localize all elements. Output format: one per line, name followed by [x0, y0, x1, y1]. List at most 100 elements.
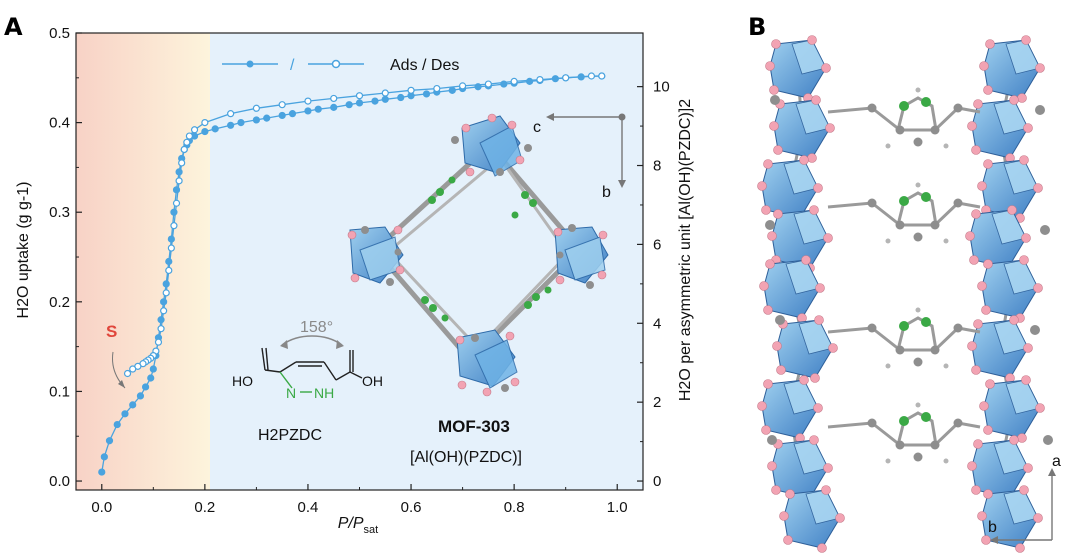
- oxygen-atom: [825, 123, 835, 133]
- ads-point-5: [129, 401, 137, 409]
- panel-b-axes-indicator: a b: [988, 453, 1061, 544]
- oxygen-atom: [771, 39, 781, 49]
- nitrogen-atom: [921, 317, 931, 327]
- oxygen-atom: [973, 99, 983, 109]
- right-octahedron-4: [977, 255, 1043, 323]
- oxygen-atom: [983, 259, 993, 269]
- oxygen-atom: [810, 373, 820, 383]
- ads-point-9: [149, 365, 157, 373]
- hydrogen-atom: [885, 143, 891, 149]
- right-octahedron-6: [979, 375, 1045, 443]
- x-tick-label-5: 1.0: [607, 499, 628, 516]
- des-point-17: [190, 126, 199, 134]
- oxygen-atom: [1035, 403, 1045, 413]
- oxygen-atom: [835, 513, 845, 523]
- left-octahedron-7: [767, 435, 833, 503]
- des-point-13: [278, 101, 286, 109]
- ads-point-26: [211, 125, 219, 133]
- oxygen-atom: [1019, 485, 1029, 495]
- oxygen-atom: [1033, 283, 1043, 293]
- oxygen-atom: [823, 463, 833, 473]
- side-carbon-4: [1035, 105, 1045, 115]
- des-point-8: [407, 86, 415, 94]
- panel-letter-a: A: [4, 13, 23, 41]
- oxygen-atom: [773, 209, 783, 219]
- ads-point-34: [314, 105, 322, 113]
- oxygen-atom: [809, 435, 819, 445]
- panel-b-crystal-structure: [757, 35, 1053, 553]
- side-carbon-7: [1043, 435, 1053, 445]
- oxygen-atom: [761, 425, 771, 435]
- oxygen-atom: [965, 231, 975, 241]
- carbon-atom: [953, 198, 963, 208]
- left-octahedron-5: [772, 315, 838, 383]
- y-tick-label-2: 0.2: [49, 294, 70, 311]
- ads-point-15: [165, 257, 173, 266]
- nitrogen-atom: [899, 196, 909, 206]
- oxygen-atom: [969, 255, 979, 265]
- ads-point-39: [381, 95, 389, 103]
- des-point-39: [123, 369, 132, 378]
- hydrogen-atom: [943, 143, 949, 149]
- side-carbon-3: [767, 435, 777, 445]
- left-octahedron-6: [757, 375, 823, 443]
- y2-tick-label-1: 2: [653, 394, 661, 411]
- des-point-27: [162, 289, 170, 297]
- ads-point-16: [167, 235, 175, 243]
- carbon-atom: [895, 440, 905, 450]
- des-point-7: [433, 84, 441, 93]
- side-carbon-2: [775, 315, 785, 325]
- c-axis-label: c: [533, 119, 541, 136]
- des-point-6: [458, 82, 467, 90]
- n-label: N: [286, 385, 296, 401]
- des-point-23: [172, 199, 181, 207]
- des-point-0: [598, 72, 606, 80]
- oxygen-atom: [983, 425, 993, 435]
- ads-point-1: [100, 453, 108, 461]
- x-tick-label-4: 0.8: [504, 499, 525, 516]
- mof-303-label: MOF-303: [438, 417, 510, 436]
- carbon-atom: [867, 103, 877, 113]
- des-point-14: [252, 104, 261, 112]
- ads-point-30: [263, 114, 271, 122]
- right-octahedron-3: [965, 205, 1031, 273]
- oxygen-atom: [817, 543, 827, 553]
- oxygen-atom: [759, 281, 769, 291]
- y-axis-right-title: H2O per asymmetric unit [Al(OH)(PZDC)]2: [677, 99, 694, 401]
- oxygen-atom: [1033, 183, 1043, 193]
- oxygen-atom: [979, 61, 989, 71]
- ads-point-28: [237, 119, 245, 127]
- oh-label: OH: [362, 373, 383, 389]
- carbon-atom: [895, 220, 905, 230]
- hydrogen-atom: [915, 182, 921, 188]
- ho-label: HO: [232, 373, 253, 389]
- y-axis-left-title: H2O uptake (g g-1): [15, 182, 32, 319]
- oxygen-atom: [1023, 343, 1033, 353]
- oxygen-atom: [801, 255, 811, 265]
- carbon-atom: [867, 418, 877, 428]
- ads-point-4: [121, 410, 129, 418]
- ads-point-7: [141, 383, 150, 391]
- oxygen-atom: [823, 233, 833, 243]
- oxygen-atom: [977, 281, 987, 291]
- oxygen-atom: [983, 85, 993, 95]
- ads-point-40: [397, 93, 405, 102]
- oxygen-atom: [1015, 543, 1025, 553]
- oxygen-atom: [757, 401, 767, 411]
- annotations: S 158° HO OH N NH H2PZDC MOF-303: [106, 113, 626, 466]
- y-tick-label-4: 0.4: [49, 115, 70, 132]
- y2-tick-label-5: 10: [653, 79, 670, 96]
- oxygen-atom: [769, 121, 779, 131]
- carbon-atoms: [361, 136, 594, 392]
- ads-point-6: [136, 392, 145, 400]
- des-point-16: [201, 119, 209, 127]
- y-tick-label-1: 0.1: [49, 383, 70, 400]
- oxygen-atom: [971, 209, 981, 219]
- y-tick-label-0: 0.0: [49, 473, 70, 490]
- des-point-12: [304, 97, 312, 105]
- pzdc-linker-0: [827, 87, 981, 149]
- des-point-3: [536, 75, 544, 84]
- ads-point-0: [98, 468, 106, 476]
- h2pzdc-molecule: [261, 335, 363, 393]
